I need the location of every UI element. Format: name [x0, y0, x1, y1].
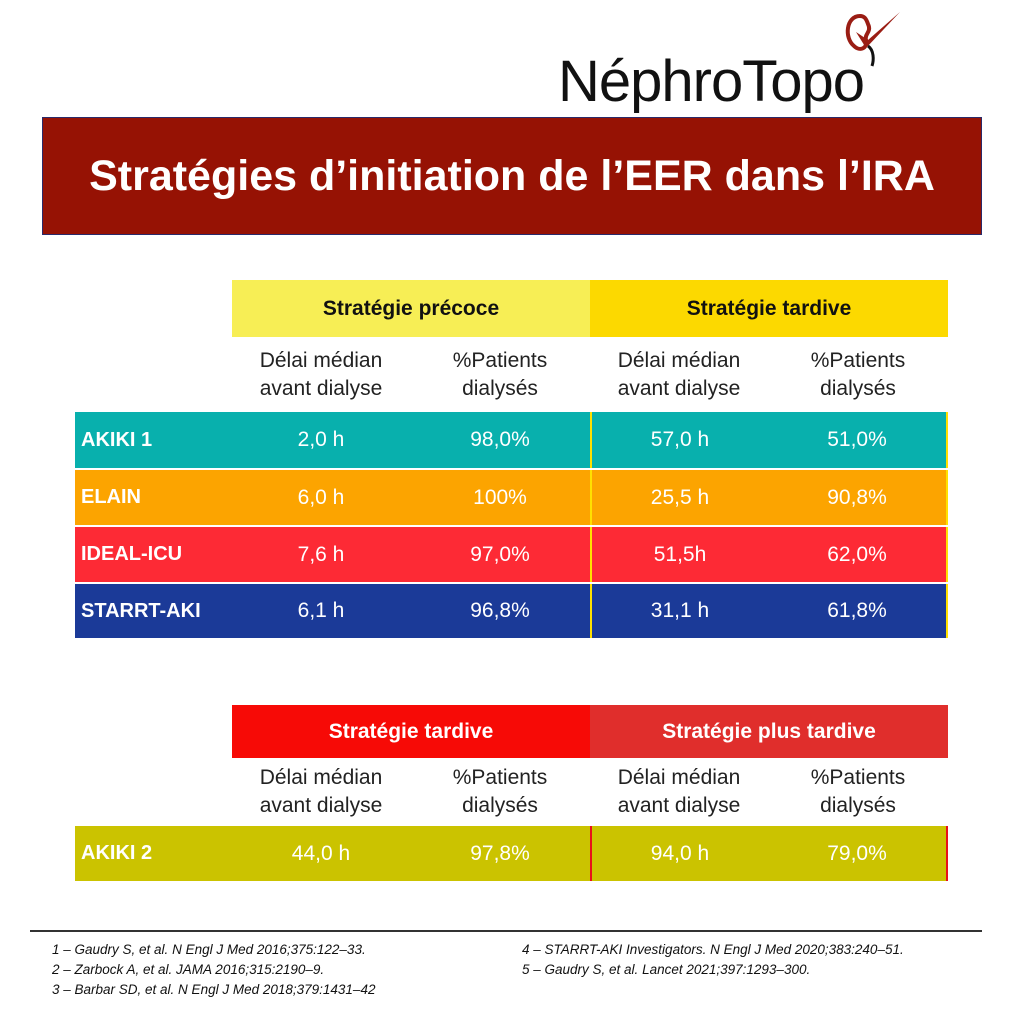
subheader-text: Délai médian avant dialyse [259, 766, 383, 817]
table-late-vs-later: Stratégie tardive Stratégie plus tardive… [75, 705, 948, 881]
references: 1 – Gaudry S, et al. N Engl J Med 2016;3… [30, 930, 982, 997]
group-header-late: Stratégie tardive [590, 280, 948, 337]
cell: 62,0% [768, 527, 948, 582]
cell: 79,0% [768, 826, 948, 881]
table-row: AKIKI 2 44,0 h 97,8% 94,0 h 79,0% [75, 826, 948, 881]
cell: 6,1 h [297, 599, 345, 622]
cell: 100% [473, 485, 527, 509]
reference: 2 – Zarbock A, et al. JAMA 2016;315:2190… [52, 962, 325, 977]
page-title: Stratégies d’initiation de l’EER dans l’… [89, 151, 935, 200]
subheader: %Patients dialysés [768, 758, 948, 826]
subheader-text: Délai médian avant dialyse [617, 766, 741, 817]
cell: 96,8% [470, 599, 530, 622]
kidney-checkmark-icon [845, 12, 900, 67]
cell: 6,0 h [297, 485, 345, 509]
subheader-text: %Patients dialysés [810, 766, 906, 817]
reference: 1 – Gaudry S, et al. N Engl J Med 2016;3… [52, 942, 366, 957]
group-header-late: Stratégie tardive [232, 705, 590, 758]
cell: 44,0 h [291, 841, 351, 865]
cell: 31,1 h [590, 584, 768, 638]
table-early-vs-late: Stratégie précoce Stratégie tardive Déla… [75, 280, 948, 638]
trial-name: STARRT-AKI [81, 599, 201, 622]
trial-name: ELAIN [81, 486, 141, 508]
reference: 4 – STARRT-AKI Investigators. N Engl J M… [522, 942, 904, 957]
cell: 94,0 h [590, 826, 768, 881]
subheader-text: Délai médian avant dialyse [617, 348, 741, 400]
cell: 97,8% [470, 841, 530, 865]
subheader-text: Délai médian avant dialyse [259, 348, 383, 400]
logo: NéphroTopo [558, 8, 918, 118]
subheader: Délai médian avant dialyse [232, 758, 410, 826]
cell: 2,0 h [297, 428, 345, 451]
cell: 98,0% [470, 428, 530, 451]
subheader: Délai médian avant dialyse [590, 758, 768, 826]
group-header-later: Stratégie plus tardive [590, 705, 948, 758]
subheader: %Patients dialysés [410, 758, 590, 826]
cell: 97,0% [470, 542, 530, 566]
trial-name: IDEAL-ICU [81, 543, 183, 565]
reference: 3 – Barbar SD, et al. N Engl J Med 2018;… [52, 982, 376, 997]
table-row: STARRT-AKI 6,1 h 96,8% 31,1 h 61,8% [75, 582, 948, 638]
title-banner: Stratégies d’initiation de l’EER dans l’… [42, 117, 982, 235]
table-row: ELAIN 6,0 h 100% 25,5 h 90,8% [75, 468, 948, 525]
cell: 25,5 h [590, 470, 768, 525]
cell: 7,6 h [297, 542, 345, 566]
subheader-text: %Patients dialysés [452, 348, 548, 400]
cell: 90,8% [768, 470, 948, 525]
cell: 61,8% [768, 584, 948, 638]
table-row: IDEAL-ICU 7,6 h 97,0% 51,5h 62,0% [75, 525, 948, 582]
reference: 5 – Gaudry S, et al. Lancet 2021;397:129… [522, 962, 811, 977]
subheader: Délai médian avant dialyse [590, 337, 768, 412]
subheader: Délai médian avant dialyse [232, 337, 410, 412]
cell: 51,0% [768, 412, 948, 468]
subheader-text: %Patients dialysés [452, 766, 548, 817]
table-row: AKIKI 1 2,0 h 98,0% 57,0 h 51,0% [75, 412, 948, 468]
subheader: %Patients dialysés [410, 337, 590, 412]
logo-text: NéphroTopo [558, 49, 865, 114]
subheader: %Patients dialysés [768, 337, 948, 412]
trial-name: AKIKI 2 [81, 842, 153, 864]
group-header-early: Stratégie précoce [232, 280, 590, 337]
cell: 51,5h [590, 527, 768, 582]
trial-name: AKIKI 1 [81, 428, 153, 451]
subheader-text: %Patients dialysés [810, 348, 906, 400]
cell: 57,0 h [590, 412, 768, 468]
